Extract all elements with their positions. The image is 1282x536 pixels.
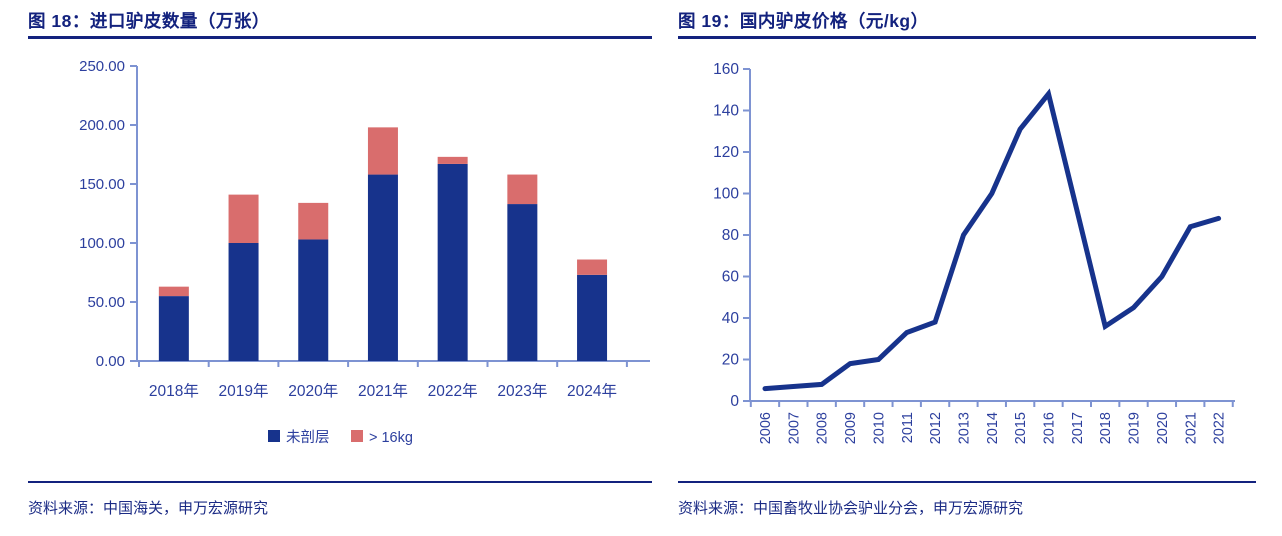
x-axis-year-label: 2007 xyxy=(786,412,802,444)
legend-label: > 16kg xyxy=(369,430,413,446)
figure-19-source: 资料来源：中国畜牧业协会驴业分会，申万宏源研究 xyxy=(678,500,1024,517)
y-axis-tick-label: 20 xyxy=(722,352,740,369)
bar-segment-unsplit xyxy=(367,174,398,361)
line-chart-x-labels: 2006 2007 2008 2009 2010 2011 2012 2013 2014 2015… xyxy=(758,412,1228,444)
legend-label: 未剖层 xyxy=(286,429,330,446)
x-axis-year-label: 2021 xyxy=(1183,412,1199,444)
y-axis-tick-label: 120 xyxy=(713,144,739,161)
x-axis-category-label: 2024年 xyxy=(567,382,617,400)
x-axis-category-label: 2019年 xyxy=(219,382,269,400)
y-axis-tick-label: 50.00 xyxy=(87,294,125,311)
stacked-bars: 2018年 2019年 2020年 2021年 2022年 2023年 2024年 xyxy=(149,127,617,400)
x-axis-category-label: 2020年 xyxy=(288,382,338,400)
legend-item: > 16kg xyxy=(351,430,413,446)
x-axis-year-label: 2017 xyxy=(1070,412,1086,444)
x-axis-year-label: 2014 xyxy=(985,412,1001,444)
y-axis-tick-label: 250.00 xyxy=(79,58,125,75)
x-axis-year-label: 2015 xyxy=(1013,412,1029,444)
x-axis-year-label: 2022 xyxy=(1212,412,1228,444)
legend-swatch-icon xyxy=(268,430,280,442)
figure-19-title: 图 19：国内驴皮价格（元/kg） xyxy=(678,0,1256,39)
x-axis-category-label: 2021年 xyxy=(358,382,408,400)
bar-segment-unsplit xyxy=(298,239,329,361)
bar-segment-over16kg xyxy=(437,156,468,164)
figure-19-block: 图 19：国内驴皮价格（元/kg） 0 20 40 60 80 100 120 140 160 2… xyxy=(678,0,1256,536)
bar-segment-over16kg xyxy=(158,286,189,297)
domestic-donkey-hide-price-line-chart: 0 20 40 60 80 100 120 140 160 2006 2007 2008 2009 201… xyxy=(713,61,1235,444)
y-axis-tick-label: 150.00 xyxy=(79,176,125,193)
y-axis-tick-label: 60 xyxy=(722,269,740,286)
figure-18-chart-area: 0.00 50.00 100.00 150.00 200.00 250.00 2018年 20… xyxy=(28,39,652,483)
price-line-series xyxy=(762,88,1222,392)
legend-swatch-icon xyxy=(351,430,363,442)
x-axis-year-label: 2013 xyxy=(956,412,972,444)
x-axis-category-label: 2022年 xyxy=(428,382,478,400)
figure-18-title: 图 18：进口驴皮数量（万张） xyxy=(28,0,652,39)
x-axis-year-label: 2018 xyxy=(1098,412,1114,444)
x-axis-year-label: 2019 xyxy=(1127,412,1143,444)
bar-segment-unsplit xyxy=(158,296,189,361)
x-axis-year-label: 2010 xyxy=(871,412,887,444)
bar-chart-axes: 0.00 50.00 100.00 150.00 200.00 250.00 xyxy=(79,58,650,370)
bar-segment-over16kg xyxy=(507,174,538,205)
bar-segment-unsplit xyxy=(228,243,259,361)
x-axis-category-label: 2023年 xyxy=(497,382,547,400)
x-axis-year-label: 2011 xyxy=(900,412,916,443)
bar-segment-over16kg xyxy=(367,127,398,175)
y-axis-tick-label: 100 xyxy=(713,186,739,203)
bar-chart-legend: 未剖层 > 16kg xyxy=(268,429,413,446)
bar-segment-over16kg xyxy=(228,194,259,243)
x-axis-category-label: 2018年 xyxy=(149,382,199,400)
y-axis-tick-label: 140 xyxy=(713,103,739,120)
y-axis-tick-label: 160 xyxy=(713,61,739,78)
y-axis-tick-label: 200.00 xyxy=(79,117,125,134)
x-axis-year-label: 2009 xyxy=(843,412,859,444)
bar-segment-unsplit xyxy=(507,204,538,361)
x-axis-year-label: 2008 xyxy=(815,412,831,444)
figure-18-source: 资料来源：中国海关，申万宏源研究 xyxy=(28,500,269,517)
x-axis-year-label: 2012 xyxy=(928,412,944,444)
y-axis-tick-label: 80 xyxy=(722,227,740,244)
y-axis-tick-label: 100.00 xyxy=(79,235,125,252)
figure-18-block: 图 18：进口驴皮数量（万张） 0.00 50.00 100.00 150.00 200… xyxy=(28,0,652,536)
y-axis-tick-label: 40 xyxy=(722,310,740,327)
bar-segment-unsplit xyxy=(437,163,468,361)
bar-segment-unsplit xyxy=(577,274,608,361)
x-axis-year-label: 2020 xyxy=(1155,412,1171,444)
figure-19-chart-area: 0 20 40 60 80 100 120 140 160 2006 2007 2008 2009 201… xyxy=(678,39,1256,483)
bar-segment-over16kg xyxy=(577,259,608,275)
y-axis-tick-label: 0 xyxy=(730,393,739,410)
line-chart-axes: 0 20 40 60 80 100 120 140 160 xyxy=(713,61,1235,410)
x-axis-year-label: 2016 xyxy=(1042,412,1058,444)
y-axis-tick-label: 0.00 xyxy=(96,353,125,370)
x-axis-year-label: 2006 xyxy=(758,412,774,444)
bar-segment-over16kg xyxy=(298,202,329,240)
legend-item: 未剖层 xyxy=(268,429,330,446)
